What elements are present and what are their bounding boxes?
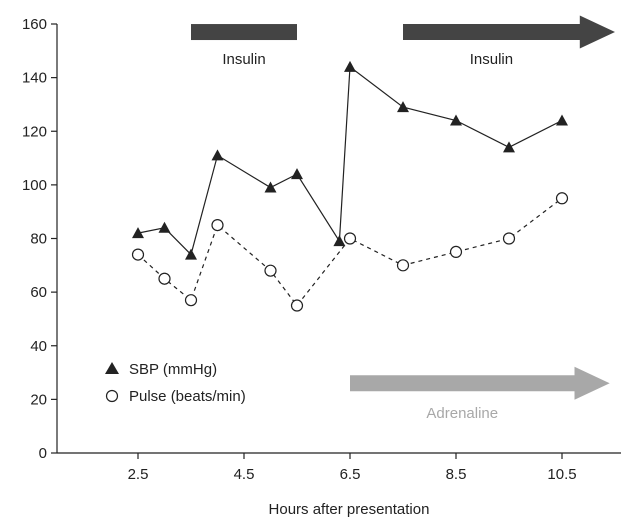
treatment-label-1: Insulin (470, 51, 513, 68)
sbp-point (333, 235, 346, 247)
pulse-point (131, 248, 145, 261)
y-tick-label: 80 (30, 231, 47, 248)
pulse-point (290, 299, 304, 312)
sbp-point (264, 181, 277, 193)
y-tick-label: 100 (22, 177, 47, 194)
treatment-label-2: Adrenaline (426, 405, 498, 422)
sbp-point (132, 227, 144, 239)
y-tick-label: 60 (30, 284, 47, 301)
sbp-point (344, 60, 356, 72)
legend-sbp-label: SBP (mmHg) (129, 361, 217, 378)
pulse-point (264, 264, 277, 277)
sbp-point (211, 149, 224, 161)
series-line-1 (137, 197, 563, 307)
legend-sbp-marker (105, 362, 119, 374)
x-tick-label: 6.5 (340, 466, 361, 483)
ticks-layer: 0 20 40 60 80 100 120 140 160 2.5 4.5 6.5 8.5 10.5 (22, 16, 577, 483)
y-tick-label: 20 (30, 391, 47, 408)
y-tick-label: 40 (30, 338, 47, 355)
pulse-point (502, 232, 516, 245)
x-axis-label: Hours after presentation (269, 501, 430, 518)
y-tick-label: 120 (22, 123, 47, 140)
x-tick-label: 10.5 (547, 466, 576, 483)
pulse-point (184, 294, 198, 307)
series-line-0 (137, 65, 563, 256)
pulse-point (396, 259, 410, 272)
sbp-point (503, 141, 515, 153)
treatment-arrow-2 (350, 366, 610, 400)
pulse-point (555, 192, 569, 205)
treatment-bar-0 (191, 24, 297, 41)
y-tick-label: 0 (39, 445, 47, 462)
annotations-layer: Insulin Insulin Adrenaline (191, 15, 615, 422)
sbp-point (397, 101, 409, 113)
sbp-point (185, 248, 197, 260)
x-tick-label: 4.5 (234, 466, 255, 483)
y-tick-label: 160 (22, 16, 47, 33)
pulse-point (449, 245, 463, 259)
pulse-point (343, 232, 357, 245)
legend: SBP (mmHg) Pulse (beats/min) (105, 361, 246, 405)
x-tick-label: 2.5 (128, 466, 149, 483)
sbp-point (450, 114, 462, 126)
pulse-point (211, 218, 224, 232)
legend-pulse-marker (105, 389, 119, 403)
sbp-point (556, 114, 568, 126)
sbp-point (291, 168, 303, 180)
pulse-point (158, 272, 171, 285)
legend-pulse-label: Pulse (beats/min) (129, 388, 246, 405)
x-tick-label: 8.5 (446, 466, 467, 483)
series-layer (131, 60, 569, 312)
y-tick-label: 140 (22, 70, 47, 87)
treatment-arrow-1 (403, 15, 615, 49)
sbp-point (158, 221, 171, 233)
treatment-label-0: Insulin (222, 51, 265, 68)
